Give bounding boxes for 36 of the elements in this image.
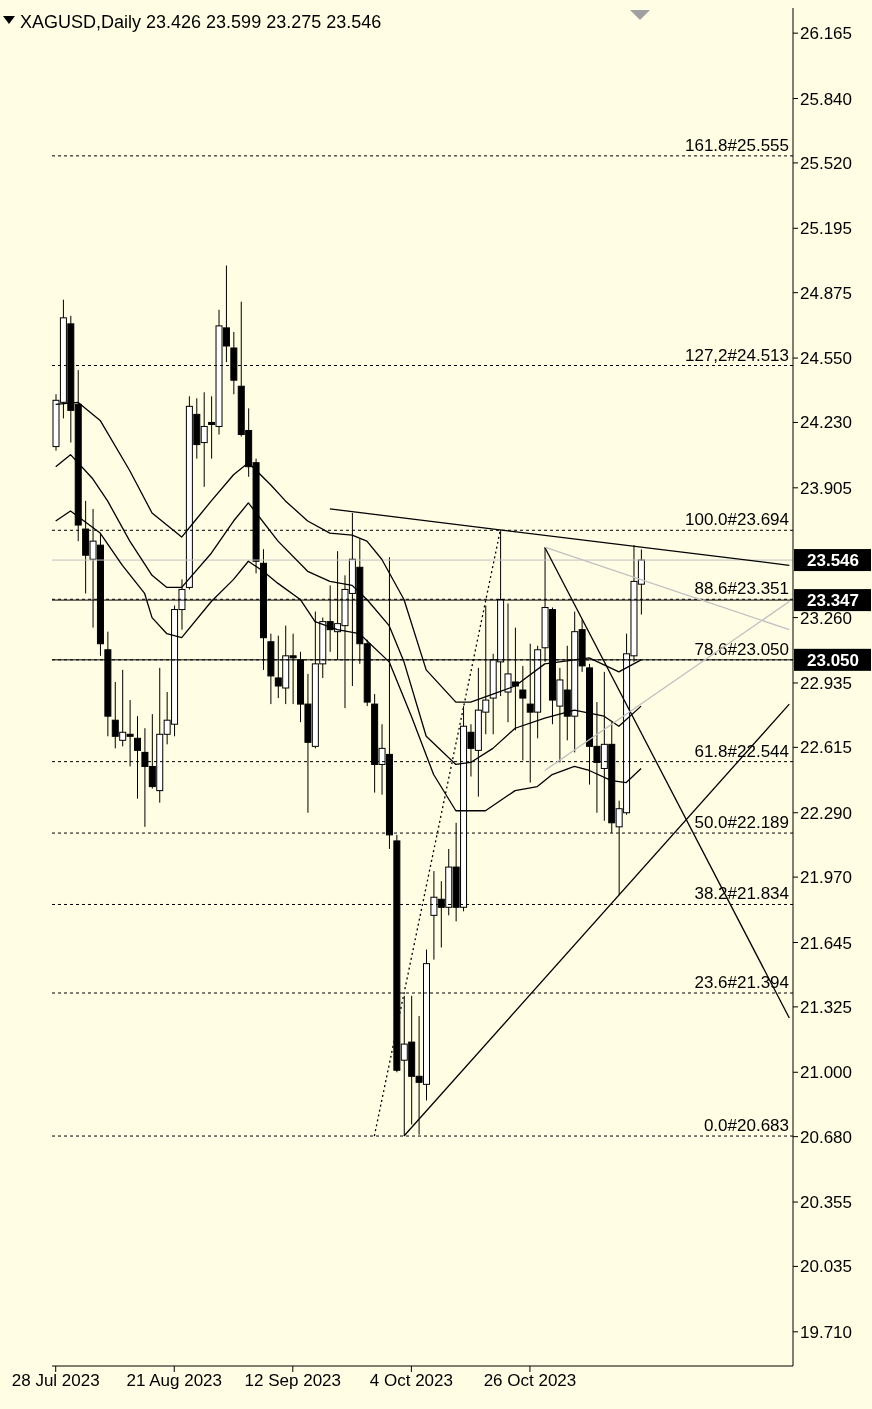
y-tick-label: 24.550 bbox=[800, 349, 852, 369]
y-tick-label: 19.710 bbox=[800, 1322, 852, 1342]
y-tick-label: 21.645 bbox=[800, 933, 852, 953]
y-tick-label: 21.325 bbox=[800, 997, 852, 1017]
y-tick-label: 24.230 bbox=[800, 413, 852, 433]
y-tick-label: 22.290 bbox=[800, 803, 852, 823]
x-tick-label: 4 Oct 2023 bbox=[369, 1371, 453, 1391]
x-tick-label: 12 Sep 2023 bbox=[244, 1371, 342, 1391]
y-tick-label: 23.905 bbox=[800, 478, 852, 498]
x-tick-label: 21 Aug 2023 bbox=[126, 1371, 223, 1391]
y-tick-label: 20.035 bbox=[800, 1257, 852, 1277]
y-tick-label: 23.260 bbox=[800, 608, 852, 628]
x-tick-label: 28 Jul 2023 bbox=[11, 1371, 100, 1391]
ref-line-label: 78.6#23.050 bbox=[694, 639, 789, 659]
ref-line-label: 50.0#22.189 bbox=[694, 813, 789, 833]
y-tick-label: 22.935 bbox=[800, 674, 852, 694]
y-tick-label: 20.680 bbox=[800, 1127, 852, 1147]
ref-line-label: 161.8#25.555 bbox=[685, 135, 789, 155]
ref-line-label: 23.347 bbox=[807, 591, 859, 611]
y-tick-label: 26.165 bbox=[800, 24, 852, 44]
y-tick-label: 25.195 bbox=[800, 219, 852, 239]
ref-line-label: 0.0#20.683 bbox=[703, 1116, 789, 1136]
y-tick-label: 22.615 bbox=[800, 738, 852, 758]
x-tick-label: 26 Oct 2023 bbox=[483, 1371, 577, 1391]
y-tick-label: 25.520 bbox=[800, 153, 852, 173]
ref-line-label: 23.050 bbox=[807, 650, 859, 670]
y-tick-label: 20.355 bbox=[800, 1193, 852, 1213]
ref-line-label: 127,2#24.513 bbox=[685, 345, 789, 365]
ref-line-label: 88.6#23.351 bbox=[694, 579, 789, 599]
y-tick-label: 21.970 bbox=[800, 868, 852, 888]
ref-line-label: 23.546 bbox=[807, 551, 859, 571]
chart-title: XAGUSD,Daily 23.426 23.599 23.275 23.546 bbox=[20, 12, 382, 33]
ref-line-label: 100.0#23.694 bbox=[685, 510, 789, 530]
y-tick-label: 25.840 bbox=[800, 89, 852, 109]
y-tick-label: 21.000 bbox=[800, 1063, 852, 1083]
y-tick-label: 24.875 bbox=[800, 283, 852, 303]
